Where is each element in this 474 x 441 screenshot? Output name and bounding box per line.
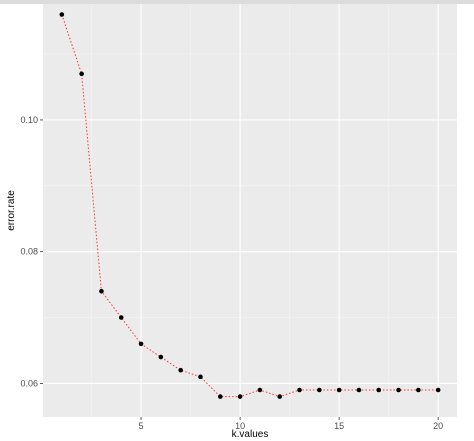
data-point	[336, 387, 342, 393]
y-tick-label: 0.10	[20, 115, 38, 125]
data-points	[59, 12, 441, 399]
data-point	[138, 341, 144, 347]
series-polyline	[61, 14, 439, 398]
data-point	[217, 394, 223, 399]
x-axis-title: k.values	[232, 429, 269, 440]
data-point	[158, 354, 164, 360]
x-tick-label: 15	[334, 421, 344, 431]
data-point	[356, 387, 362, 393]
data-point	[59, 12, 65, 17]
y-tick-label: 0.06	[20, 378, 38, 388]
data-point	[198, 374, 203, 380]
minor-gridlines	[43, 4, 457, 417]
plot-panel	[43, 4, 457, 417]
x-axis-ticks: 5 10 15 20	[139, 417, 443, 431]
y-axis-title: error.rate	[6, 190, 17, 231]
data-point	[118, 315, 124, 320]
x-tick-label: 20	[433, 421, 443, 431]
data-point	[237, 394, 243, 399]
data-point	[317, 387, 322, 393]
y-axis-ticks: 0.06 0.08 0.10	[20, 115, 43, 388]
data-point	[396, 387, 401, 393]
major-gridlines	[43, 4, 457, 417]
error-rate-line	[61, 14, 439, 398]
data-point	[257, 387, 263, 393]
x-tick-label: 5	[139, 421, 144, 431]
data-point	[416, 387, 421, 393]
data-point	[435, 387, 441, 393]
data-point	[178, 367, 183, 373]
y-tick-label: 0.08	[20, 247, 38, 257]
x-tick-label: 10	[235, 421, 245, 431]
data-point	[79, 71, 84, 77]
data-point	[297, 387, 302, 393]
data-point	[277, 394, 283, 399]
data-point	[99, 288, 104, 294]
window-top-strip	[0, 0, 474, 4]
data-point	[376, 387, 382, 393]
